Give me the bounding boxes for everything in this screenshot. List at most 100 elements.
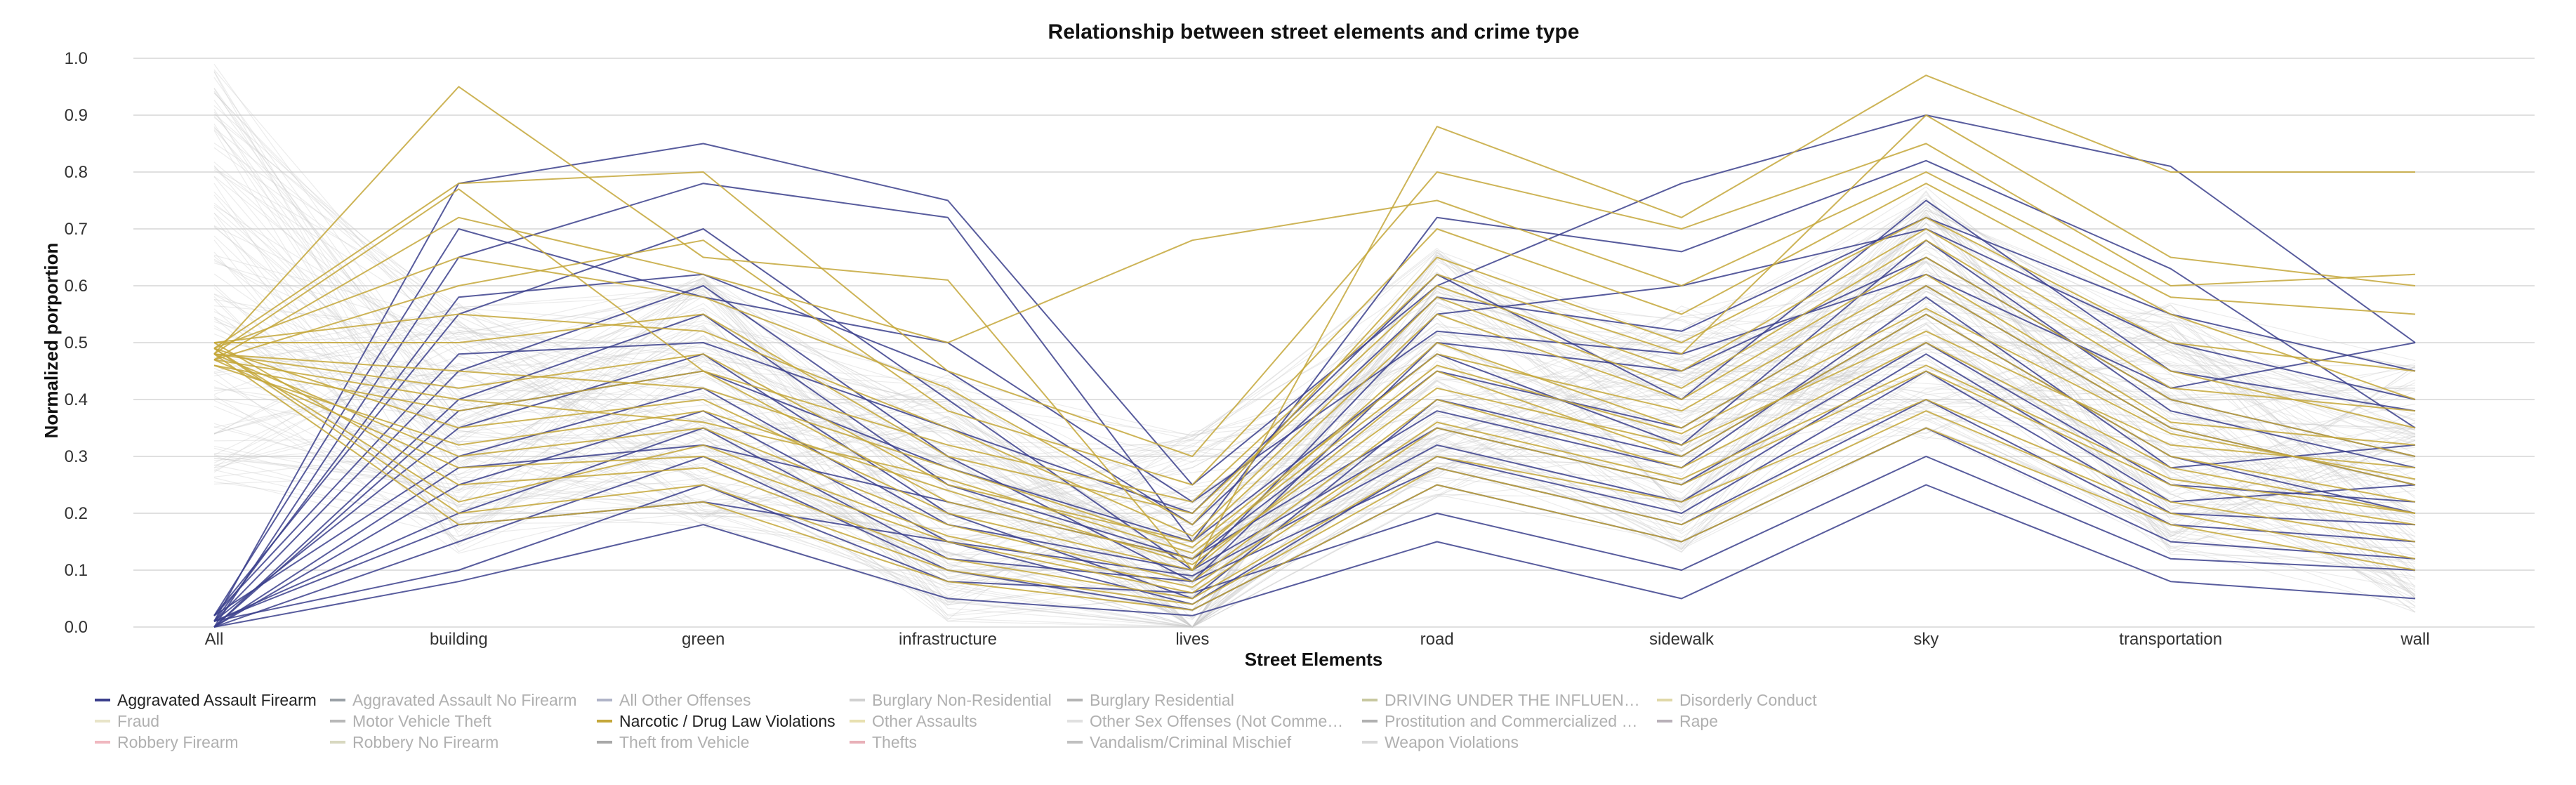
series-group [213,74,2416,611]
background-line [213,285,2416,598]
legend-label: Other Sex Offenses (Not Comme… [1090,712,1343,730]
series-line [213,348,2416,605]
background-line [213,286,2416,628]
series-line [213,183,2416,486]
legend-label: Aggravated Assault Firearm [117,691,317,709]
background-line [213,143,2416,612]
series-lines [213,74,2416,628]
chart-title: Relationship between street elements and… [1048,20,1580,44]
legend-item[interactable]: Other Assaults [850,712,977,730]
x-tick-label: sidewalk [1649,630,1715,649]
legend-label: Thefts [872,733,917,751]
legend-item[interactable]: Vandalism/Criminal Mischief [1067,733,1292,751]
legend-item[interactable]: Robbery No Firearm [330,733,498,751]
background-line [213,254,2416,583]
background-line [213,327,2416,628]
legend-item[interactable]: Rape [1657,712,1718,730]
background-line [213,319,2416,593]
background-line [213,192,2416,591]
legend: Aggravated Assault Firearm Aggravated Ass… [95,691,1817,751]
background-line [213,290,2416,586]
y-tick-label: 0.7 [65,220,88,239]
legend-label: Vandalism/Criminal Mischief [1090,733,1292,751]
y-tick-label: 0.5 [65,334,88,352]
legend-item[interactable]: Fraud [95,712,159,730]
background-line [213,262,2416,557]
background-line [213,88,2416,563]
legend-item[interactable]: Motor Vehicle Theft [330,712,491,730]
x-tick-label: sky [1913,630,1938,649]
background-line [213,261,2416,564]
background-line [213,366,2416,628]
background-line [213,277,2416,586]
y-tick-label: 0.8 [65,163,88,182]
series-line [213,370,2416,628]
legend-label: Weapon Violations [1385,733,1519,751]
x-tick-label: wall [2400,630,2429,649]
background-line [213,209,2416,539]
background-line [213,91,2416,543]
background-line [213,331,2416,580]
background-line [213,202,2416,569]
legend-label: DRIVING UNDER THE INFLUEN… [1385,691,1640,709]
background-line [213,209,2416,628]
grid-lines [133,58,2535,628]
background-line [213,232,2416,628]
legend-item[interactable]: Thefts [850,733,917,751]
series-line [213,484,2416,628]
legend-item[interactable]: Prostitution and Commercialized … [1362,712,1637,730]
legend-item[interactable]: Burglary Non-Residential [850,691,1052,709]
series-line [213,74,2415,571]
background-line [213,289,2416,621]
legend-item[interactable]: Aggravated Assault Firearm [95,691,317,709]
background-line [213,247,2416,530]
background-line [213,286,2416,522]
background-line [213,169,2416,578]
background-line [213,262,2416,565]
legend-item[interactable]: Aggravated Assault No Firearm [330,691,577,709]
series-line [213,359,2416,594]
x-tick-label: All [205,630,224,649]
legend-item[interactable]: Disorderly Conduct [1657,691,1817,709]
legend-item[interactable]: Narcotic / Drug Law Violations [597,712,835,730]
legend-item[interactable]: Weapon Violations [1362,733,1519,751]
series-line [213,216,2416,622]
background-line [213,260,2416,613]
background-line [213,191,2416,598]
legend-item[interactable]: DRIVING UNDER THE INFLUEN… [1362,691,1640,709]
background-line [213,270,2416,543]
background-line [213,72,2416,596]
y-tick-label: 0.2 [65,504,88,523]
legend-item[interactable]: Robbery Firearm [95,733,239,751]
background-line [213,352,2416,555]
series-line [213,273,2416,548]
legend-label: Narcotic / Drug Law Violations [619,712,835,730]
x-axis-ticks: All building green infrastructure lives road s… [205,630,2430,649]
background-line [213,130,2416,591]
x-axis-label: Street Elements [1245,649,1383,670]
background-line [213,251,2416,560]
legend-item[interactable]: Theft from Vehicle [597,733,749,751]
background-line [213,213,2416,628]
legend-label: Aggravated Assault No Firearm [352,691,577,709]
background-line [213,199,2416,628]
legend-item[interactable]: Other Sex Offenses (Not Comme… [1067,712,1343,730]
y-tick-label: 0.6 [65,277,88,296]
series-line [213,330,2416,565]
legend-item[interactable]: All Other Offenses [597,691,751,709]
background-line [213,117,2416,605]
background-line [213,69,2416,548]
legend-item[interactable]: Burglary Residential [1067,691,1234,709]
legend-label: Other Assaults [872,712,977,730]
x-tick-label: lives [1175,630,1209,649]
background-line [213,277,2416,548]
series-line [213,256,2416,543]
background-line [213,364,2416,595]
legend-label: Robbery Firearm [117,733,239,751]
background-line [213,282,2416,628]
legend-label: Rape [1679,712,1718,730]
series-line [213,114,2416,622]
series-line [214,228,2416,514]
series-line [213,296,2416,628]
background-line [213,326,2416,597]
